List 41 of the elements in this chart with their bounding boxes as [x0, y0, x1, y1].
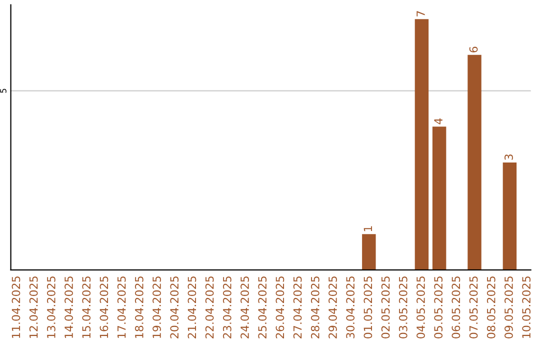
x-tick-label: 10.05.2025 [522, 276, 531, 338]
x-tick-label: 02.05.2025 [381, 276, 390, 338]
x-tick-label: 24.04.2025 [240, 276, 249, 338]
x-tick-label: 14.04.2025 [64, 276, 73, 338]
x-tick-label: 05.05.2025 [434, 276, 443, 338]
x-tick-label: 26.04.2025 [276, 276, 284, 338]
x-tick-label: 29.04.2025 [328, 276, 337, 338]
x-tick-label: 28.04.2025 [310, 276, 320, 338]
x-tick-label: 08.05.2025 [486, 276, 496, 338]
x-tick-label: 15.04.2025 [82, 276, 91, 338]
x-tick-label: 16.04.2025 [100, 276, 108, 338]
x-tick-label: 23.04.2025 [222, 276, 232, 338]
x-tick-label: 11.04.2025 [12, 276, 20, 338]
x-tick-label: 09.05.2025 [504, 276, 513, 338]
bar [502, 162, 517, 270]
x-tick-label: 27.04.2025 [293, 276, 302, 338]
bar [362, 234, 376, 270]
x-tick-label: 25.04.2025 [258, 276, 267, 338]
x-tick-label: 01.05.2025 [364, 276, 372, 338]
y-tick-label: 5 [0, 88, 6, 93]
x-tick-label: 06.05.2025 [452, 276, 460, 338]
x-tick-label: 17.04.2025 [117, 276, 126, 338]
x-tick-label: 12.04.2025 [29, 276, 38, 338]
data-label: 3 [504, 154, 513, 160]
x-tick-label: 20.04.2025 [170, 276, 179, 338]
data-label: 4 [434, 118, 442, 124]
x-tick-label: 04.05.2025 [416, 276, 425, 338]
data-label: 1 [364, 226, 372, 232]
x-tick-label: 19.04.2025 [152, 276, 161, 338]
bar [414, 19, 429, 270]
x-tick-label: 22.04.2025 [205, 276, 214, 338]
x-tick-label: 13.04.2025 [46, 276, 56, 338]
x-tick-label: 18.04.2025 [134, 276, 144, 338]
x-tick-label: 21.04.2025 [188, 276, 196, 338]
x-tick-label: 03.05.2025 [398, 276, 408, 338]
x-tick-label: 30.04.2025 [346, 276, 355, 338]
bar [432, 126, 446, 270]
data-label: 7 [416, 11, 425, 16]
x-tick-label: 07.05.2025 [469, 276, 478, 338]
bar [468, 54, 482, 270]
data-label: 6 [469, 46, 478, 52]
